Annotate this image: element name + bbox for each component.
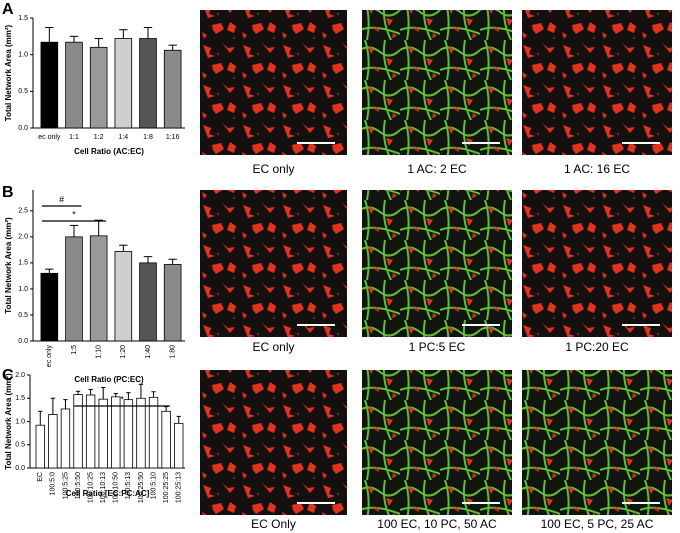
- bar: [139, 262, 157, 342]
- micrograph: [362, 190, 512, 337]
- y-tick-label: 0.5: [15, 442, 25, 449]
- y-tick-label: 1.5: [15, 395, 25, 402]
- y-tick-label: 2.0: [18, 234, 28, 241]
- bar: [40, 41, 59, 129]
- y-axis-label: Total Network Area (mm²): [4, 24, 13, 121]
- x-tick-label: ec only: [38, 134, 61, 141]
- x-tick-label: 100:5:0: [50, 472, 57, 495]
- x-tick-label: 100:5:50: [75, 472, 82, 499]
- bar: [35, 424, 45, 469]
- bar: [85, 394, 96, 469]
- x-tick-label: 1:8: [143, 134, 153, 141]
- image-caption: EC only: [252, 162, 294, 176]
- bar: [114, 38, 133, 129]
- x-tick-label: 1:5: [71, 345, 78, 355]
- bar: [65, 41, 83, 129]
- x-tick-label: 1:40: [145, 345, 152, 359]
- x-tick-label: 100:25:50: [138, 472, 145, 503]
- micrograph: [362, 10, 512, 155]
- bar: [40, 272, 59, 342]
- x-tick-label: ec only: [46, 345, 53, 368]
- y-tick-label: 0.5: [18, 312, 28, 319]
- bar: [163, 49, 182, 129]
- bar-chart: 0.0 0.5 1.0 1.5 2.0 2.5 Total Network Area (mm…: [4, 190, 185, 384]
- x-tick-label: EC: [37, 472, 44, 482]
- bar: [123, 399, 134, 469]
- bar: [98, 398, 108, 469]
- image-caption: 1 AC: 2 EC: [407, 162, 467, 176]
- y-tick-label: 1.0: [15, 418, 25, 425]
- y-tick-label: 2.0: [15, 372, 25, 379]
- panel-letter: C: [2, 367, 14, 384]
- y-tick-label: 1.5: [18, 260, 28, 267]
- x-tick-label: 100:25:25: [163, 472, 170, 503]
- bar: [139, 38, 157, 129]
- bar: [111, 396, 121, 469]
- bar: [65, 236, 83, 342]
- bar: [163, 264, 182, 342]
- x-tick-label: 1:10: [96, 345, 103, 359]
- x-tick-label: 1:16: [166, 134, 180, 141]
- bar: [89, 46, 108, 129]
- x-tick-label: 1:2: [94, 134, 104, 141]
- y-tick-label: 0.0: [15, 465, 25, 472]
- x-axis-label: Cell Ratio (PC:EC): [74, 375, 144, 384]
- y-tick-label: 2.5: [18, 208, 28, 215]
- micrograph: [200, 370, 347, 515]
- x-tick-label: 1:80: [170, 345, 177, 359]
- significance-mark: #: [59, 194, 64, 204]
- image-caption: 1 AC: 16 EC: [564, 162, 630, 176]
- bar: [73, 394, 83, 469]
- bar: [148, 396, 159, 469]
- image-caption: 1 PC:20 EC: [565, 340, 629, 354]
- micrograph: [522, 10, 672, 155]
- panel-letter: B: [2, 184, 14, 201]
- micrograph: [522, 190, 672, 337]
- x-tick-label: 100:10:13: [100, 472, 107, 503]
- y-tick-label: 1.0: [18, 286, 28, 293]
- image-caption: 100 EC, 10 PC, 50 AC: [377, 517, 497, 531]
- bar: [48, 414, 58, 469]
- y-tick-label: 0.5: [18, 88, 28, 95]
- y-tick-label: 0.0: [18, 125, 28, 132]
- image-caption: 1 PC:5 EC: [409, 340, 466, 354]
- x-tick-label: 100:10:50: [113, 472, 120, 503]
- y-tick-label: 1.5: [18, 15, 28, 22]
- y-tick-label: 0.0: [18, 338, 28, 345]
- bar: [174, 422, 184, 469]
- x-tick-label: 100:5:10: [150, 472, 157, 499]
- x-tick-label: 100:10:25: [87, 472, 94, 503]
- image-caption: EC Only: [251, 517, 296, 531]
- x-tick-label: 100:25:13: [176, 472, 183, 503]
- y-tick-label: 1.0: [18, 52, 28, 59]
- bar: [161, 410, 171, 469]
- panel-letter: A: [2, 1, 14, 18]
- x-tick-label: 1:4: [118, 134, 128, 141]
- x-tick-label: 1:1: [69, 134, 79, 141]
- micrograph: [362, 370, 512, 515]
- significance-mark: *: [120, 394, 124, 404]
- bar: [60, 408, 71, 469]
- bar: [89, 235, 108, 342]
- image-caption: 100 EC, 5 PC, 25 AC: [541, 517, 654, 531]
- x-tick-label: 100:5:13: [125, 472, 132, 499]
- micrograph: [200, 10, 347, 155]
- x-tick-label: 1:20: [120, 345, 127, 359]
- x-tick-label: 100:5:25: [62, 472, 69, 499]
- image-caption: EC only: [252, 340, 294, 354]
- y-axis-label: Total Network Area (mm²): [4, 217, 13, 314]
- bar: [114, 251, 133, 342]
- micrograph: [200, 190, 347, 337]
- significance-mark: *: [72, 209, 76, 219]
- bar: [136, 397, 146, 469]
- y-axis-label: Total Network Area (mm²): [4, 373, 13, 470]
- x-axis-label: Cell Ratio [EC:PC:AC]: [66, 489, 150, 498]
- x-axis-label: Cell Ratio (AC:EC): [74, 147, 144, 156]
- bar-chart: 0.0 0.5 1.0 1.5 Total Network Area (mm²) Cell…: [4, 15, 185, 156]
- micrograph: [522, 370, 672, 515]
